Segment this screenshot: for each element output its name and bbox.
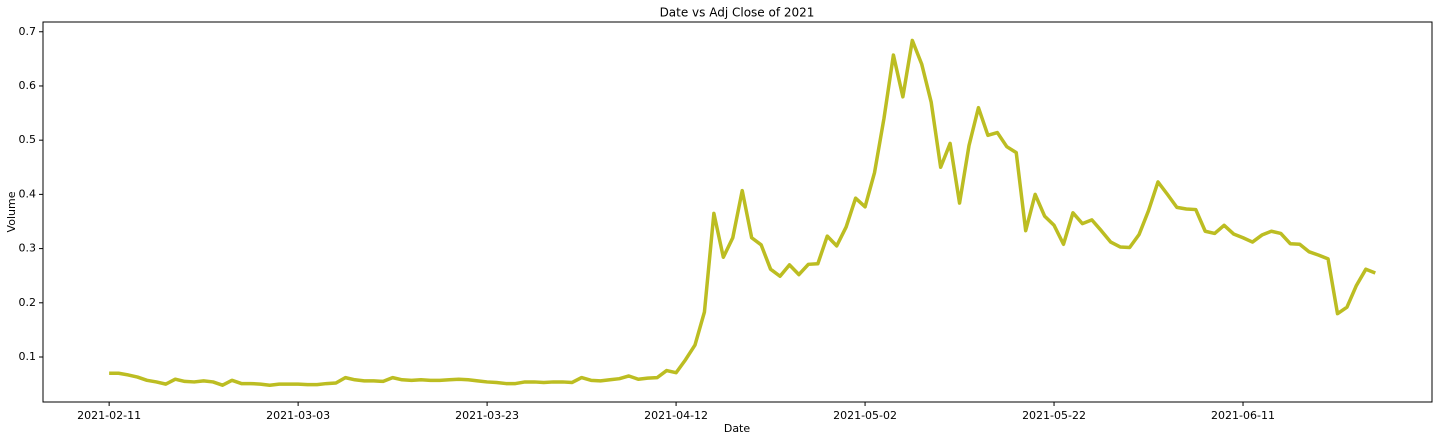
y-tick-label: 0.4 — [19, 187, 37, 200]
chart-title: Date vs Adj Close of 2021 — [660, 6, 815, 20]
x-tick-label: 2021-03-23 — [455, 409, 519, 422]
y-tick-label: 0.6 — [19, 79, 37, 92]
y-tick-label: 0.1 — [19, 350, 37, 363]
x-tick-label: 2021-02-11 — [77, 409, 141, 422]
x-tick-label: 2021-03-03 — [266, 409, 330, 422]
y-tick-label: 0.5 — [19, 133, 37, 146]
y-axis-label: Volume — [5, 191, 18, 232]
y-tick-label: 0.7 — [19, 25, 37, 38]
x-axis-label: Date — [724, 422, 751, 435]
x-tick-label: 2021-05-22 — [1022, 409, 1086, 422]
plot-frame — [42, 21, 1433, 403]
data-line — [109, 38, 1376, 387]
x-tick-label: 2021-04-12 — [644, 409, 708, 422]
y-tick-label: 0.3 — [19, 242, 37, 255]
x-tick-label: 2021-05-02 — [833, 409, 897, 422]
x-tick-label: 2021-06-11 — [1211, 409, 1275, 422]
y-tick-label: 0.2 — [19, 296, 37, 309]
